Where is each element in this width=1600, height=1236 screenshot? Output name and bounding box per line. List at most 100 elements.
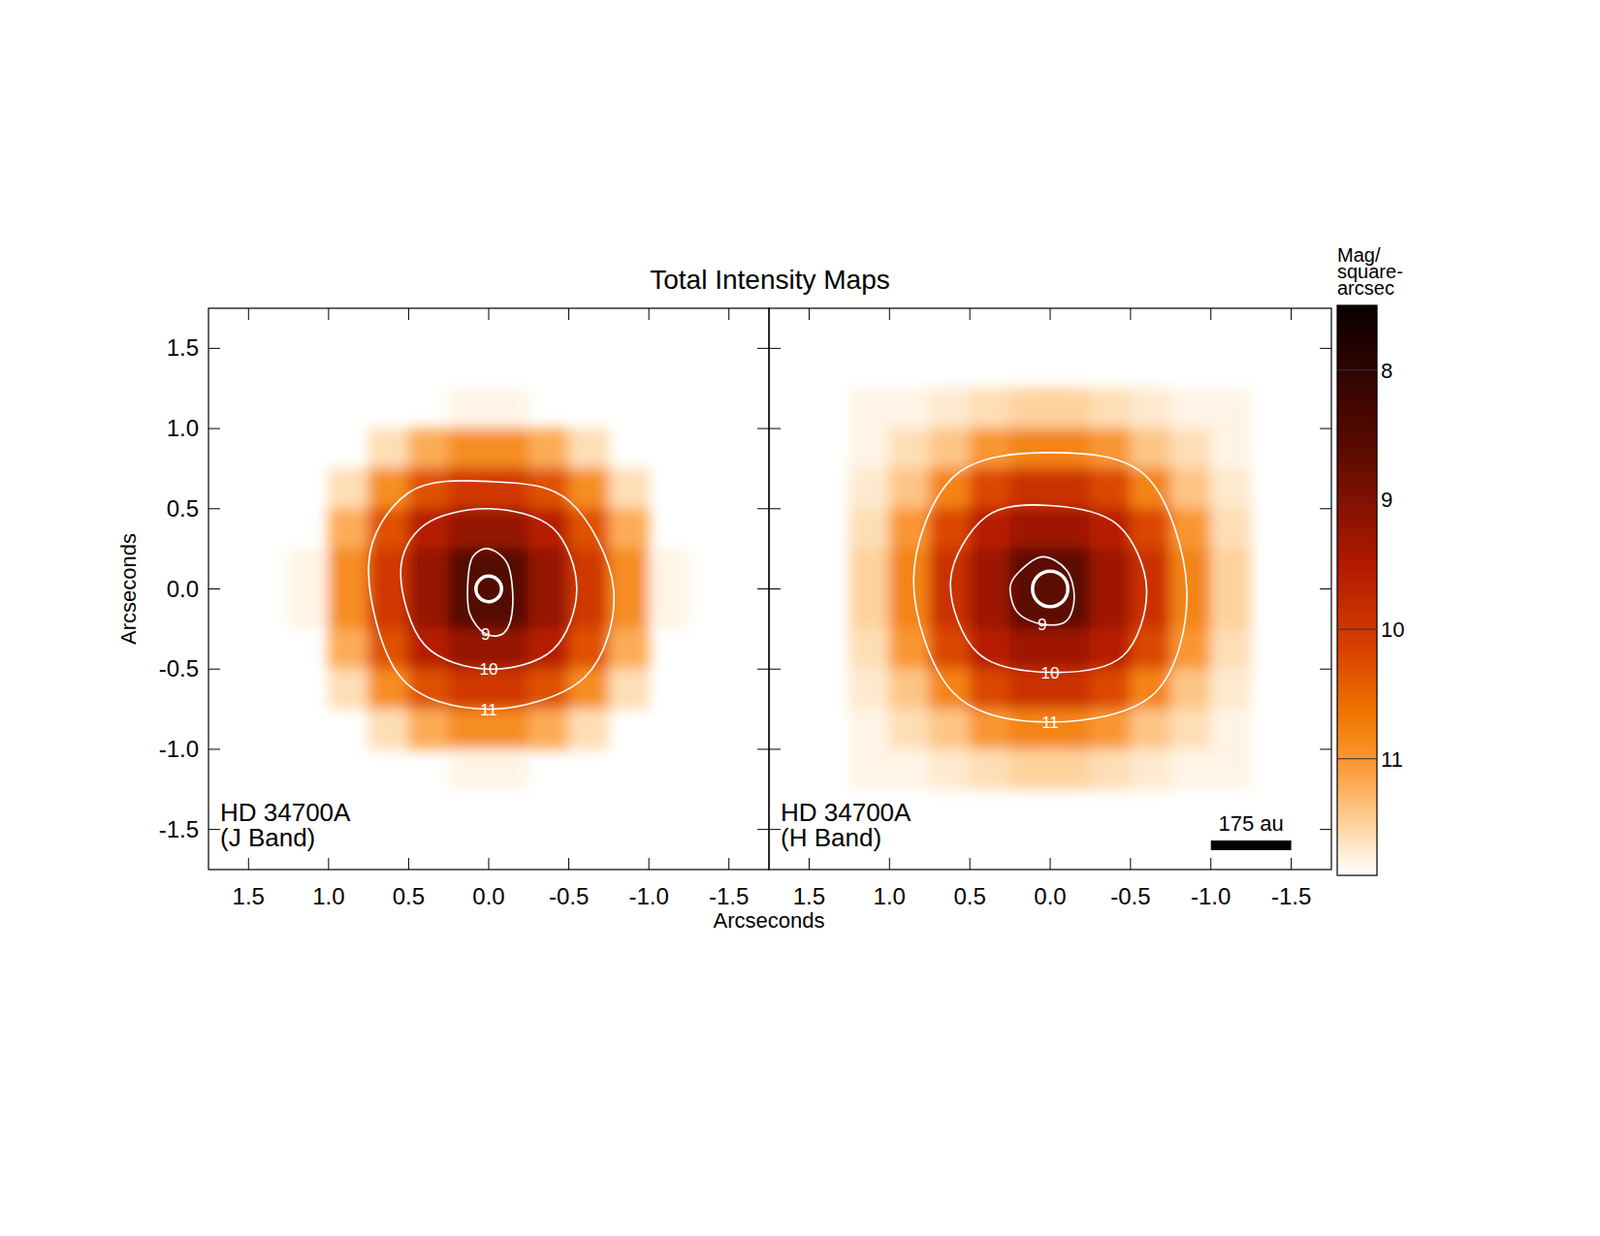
- x-tick: [1050, 308, 1052, 320]
- heatmap: [288, 387, 690, 791]
- y-tick: [1319, 669, 1332, 671]
- y-tick-label: 0.5: [166, 495, 199, 522]
- x-tick: [408, 308, 410, 320]
- cell: [488, 748, 530, 790]
- frame: [768, 308, 1332, 870]
- cell: [1170, 548, 1212, 590]
- x-tick: [648, 308, 650, 320]
- cell: [1170, 628, 1212, 670]
- x-tick-label: 0.5: [392, 883, 425, 910]
- cell: [848, 588, 890, 630]
- x-tick: [808, 858, 810, 870]
- x-tick: [327, 858, 329, 870]
- cell: [1129, 387, 1171, 429]
- cell: [327, 508, 369, 549]
- cell: [568, 708, 609, 750]
- cell: [848, 428, 890, 470]
- cell: [848, 669, 890, 710]
- frame: [208, 308, 769, 870]
- cell: [327, 628, 369, 670]
- x-tick: [248, 858, 250, 870]
- x-tick: [648, 858, 650, 870]
- cell: [448, 748, 489, 790]
- cell: [1210, 387, 1251, 429]
- cell: [288, 588, 329, 630]
- cell: [1009, 508, 1051, 549]
- colorbar-tick-label: 9: [1380, 487, 1393, 512]
- cell: [848, 748, 890, 790]
- contour-label: 11: [1041, 713, 1059, 733]
- cell: [848, 468, 890, 510]
- cell: [1050, 428, 1091, 470]
- cell: [889, 708, 930, 750]
- cell: [928, 428, 970, 470]
- cell: [488, 508, 530, 549]
- y-tick-label: 1.5: [166, 334, 199, 361]
- x-tick: [568, 308, 570, 320]
- cell: [488, 428, 530, 470]
- contour: [950, 505, 1147, 673]
- plot-area: [848, 387, 1251, 791]
- x-tick: [1129, 308, 1131, 320]
- x-tick: [969, 308, 971, 320]
- x-tick: [728, 858, 730, 870]
- cell: [889, 748, 930, 790]
- x-tick: [488, 308, 490, 320]
- contour: [467, 548, 513, 637]
- cell: [928, 387, 970, 429]
- y-axis-title: Arcseconds: [116, 533, 141, 645]
- cell: [1210, 588, 1251, 630]
- cell: [648, 588, 690, 630]
- cell: [1089, 548, 1131, 590]
- cell: [1089, 468, 1131, 510]
- colorbar-title: arcsec: [1337, 277, 1395, 299]
- y-tick: [768, 348, 781, 350]
- y-tick: [768, 829, 781, 831]
- cell: [1129, 748, 1171, 790]
- cell: [1170, 387, 1212, 429]
- y-tick: [1319, 829, 1332, 831]
- y-tick-label: 0.0: [166, 576, 199, 603]
- x-tick: [969, 858, 971, 870]
- cell: [1170, 708, 1212, 750]
- cell: [327, 548, 369, 590]
- x-tick: [1290, 858, 1292, 870]
- cell: [928, 748, 970, 790]
- contour-label: 10: [1041, 664, 1060, 683]
- x-tick-label: -1.5: [1271, 883, 1312, 910]
- y-tick-label: -1.5: [159, 816, 199, 843]
- cell: [1210, 748, 1251, 790]
- cell: [1170, 588, 1212, 630]
- x-tick-label: -1.0: [628, 883, 669, 910]
- cell: [1089, 508, 1131, 549]
- y-tick: [208, 428, 221, 430]
- cell: [928, 588, 970, 630]
- cell: [889, 669, 930, 710]
- x-tick: [1210, 858, 1212, 870]
- cell: [448, 468, 489, 510]
- cell: [848, 387, 890, 429]
- x-tick: [1129, 858, 1131, 870]
- contour: [368, 480, 614, 710]
- panel-label: (J Band): [220, 823, 316, 853]
- cell: [408, 708, 449, 750]
- cell: [1050, 468, 1091, 510]
- cell: [889, 508, 930, 549]
- cell: [368, 428, 410, 470]
- y-tick: [208, 669, 221, 671]
- x-tick: [1050, 858, 1052, 870]
- x-tick-label: -0.5: [548, 883, 589, 910]
- y-tick-label: -0.5: [159, 655, 199, 682]
- cell: [1050, 548, 1091, 590]
- contour: [400, 509, 577, 671]
- cell: [1129, 708, 1171, 750]
- figure: Total Intensity Maps910111.51.00.50.0-0.…: [0, 0, 1600, 1236]
- contour: [913, 452, 1187, 723]
- y-tick: [757, 508, 769, 510]
- colorbar: [1337, 305, 1377, 876]
- cell: [368, 669, 410, 710]
- cell: [1129, 548, 1171, 590]
- cell: [1210, 508, 1251, 549]
- y-tick: [757, 829, 769, 831]
- cell: [327, 669, 369, 710]
